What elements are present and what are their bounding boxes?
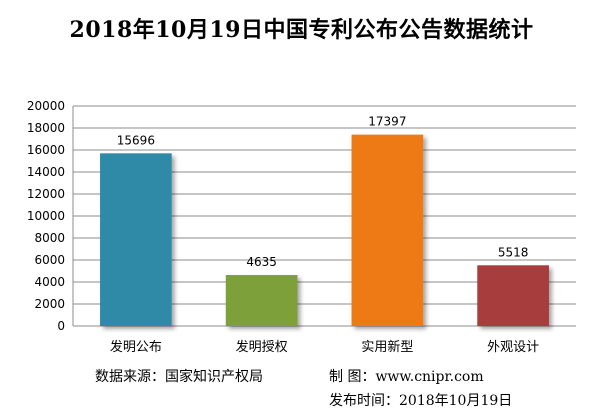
chart-title: 2018年10月19日中国专利公布公告数据统计	[69, 17, 534, 43]
data-label: 17397	[368, 115, 406, 129]
y-tick-label: 10000	[27, 209, 65, 223]
x-tick-label: 发明授权	[236, 339, 288, 355]
bar-实用新型	[351, 134, 424, 326]
data-label: 5518	[498, 245, 529, 259]
chart-maker: 制 图：www.cnipr.com	[329, 369, 484, 385]
y-tick-label: 6000	[34, 253, 65, 267]
y-tick-label: 16000	[27, 143, 65, 157]
y-tick-label: 12000	[27, 187, 65, 201]
plot-area: 0 2000 4000 6000 8000 10000 12000 14000 16000 180…	[27, 99, 576, 355]
y-tick-label: 14000	[27, 165, 65, 179]
bar-发明授权	[225, 275, 298, 326]
y-tick-label: 2000	[34, 297, 65, 311]
y-tick-label: 0	[57, 319, 65, 333]
bar-发明公布	[100, 153, 172, 326]
x-tick-label: 外观设计	[487, 340, 539, 355]
x-tick-label: 发明公布	[110, 339, 162, 355]
y-tick-label: 18000	[27, 121, 65, 135]
y-tick-label: 4000	[34, 275, 65, 289]
y-tick-label: 8000	[34, 231, 65, 245]
data-label: 4635	[246, 255, 277, 269]
publish-time: 发布时间：2018年10月19日	[329, 393, 513, 409]
data-source: 数据来源：国家知识产权局	[95, 369, 263, 385]
y-tick-label: 20000	[27, 99, 65, 113]
bar-外观设计	[477, 265, 549, 326]
data-label: 15696	[117, 133, 155, 147]
x-tick-label: 实用新型	[361, 339, 413, 355]
